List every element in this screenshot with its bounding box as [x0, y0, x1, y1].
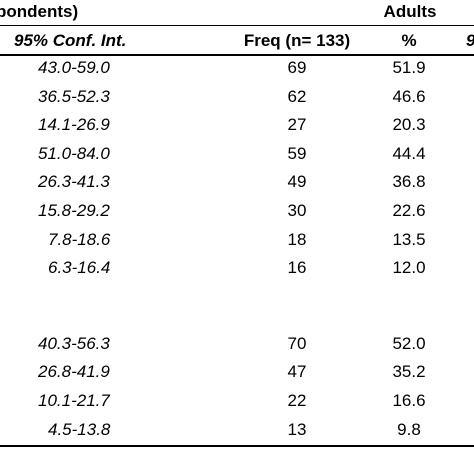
percent-cell: 20.3 [392, 115, 426, 134]
percent-cell: 51.9 [392, 58, 426, 77]
conf-int-header: 95% Conf. Int. [14, 31, 127, 50]
percent-cell: 16.6 [392, 391, 426, 410]
cut-column-header: 9 [466, 0, 474, 60]
conf-int-cell: 6.3-16.4 [48, 258, 111, 277]
conf-int-cell: 51.0-84.0 [38, 144, 110, 163]
freq-cell: 59 [287, 144, 307, 163]
percent-cell: 35.2 [392, 362, 426, 381]
freq-cell: 47 [287, 362, 307, 381]
conf-int-cell: 26.8-41.9 [38, 362, 110, 381]
conf-int-cell: 26.3-41.3 [38, 172, 110, 191]
freq-cell: 22 [287, 391, 307, 410]
percent-cell: 12.0 [392, 258, 426, 277]
header-bottom-rule [0, 54, 474, 56]
conf-int-cell: 4.5-13.8 [48, 420, 111, 439]
percent-cell: 13.5 [392, 230, 426, 249]
table-bottom-rule [0, 445, 474, 447]
freq-header: Freq (n= 133) [243, 31, 351, 50]
conf-int-cell: 40.3-56.3 [38, 334, 110, 353]
freq-cell: 27 [287, 115, 307, 134]
freq-cell: 16 [287, 258, 307, 277]
cut-column-label: 9 [466, 31, 474, 51]
freq-cell: 13 [287, 420, 307, 439]
percent-cell: 52.0 [392, 334, 426, 353]
percent-cell: 36.8 [392, 172, 426, 191]
percent-cell: 22.6 [392, 201, 426, 220]
conf-int-cell: 36.5-52.3 [38, 87, 110, 106]
freq-cell: 70 [287, 334, 307, 353]
conf-int-cell: 15.8-29.2 [38, 201, 110, 220]
freq-cell: 69 [287, 58, 307, 77]
freq-cell: 30 [287, 201, 307, 220]
percent-cell: 46.6 [392, 87, 426, 106]
freq-cell: 49 [287, 172, 307, 191]
conf-int-cell: 10.1-21.7 [38, 391, 110, 410]
percent-cell: 44.4 [392, 144, 426, 163]
percent-cell: 9.8 [397, 420, 421, 439]
conf-int-cell: 14.1-26.9 [38, 115, 110, 134]
freq-cell: 18 [287, 230, 307, 249]
conf-int-cell: 43.0-59.0 [38, 58, 110, 77]
respondents-header: pondents) [0, 2, 79, 21]
percent-header: % [401, 31, 417, 50]
freq-cell: 62 [287, 87, 307, 106]
adults-header: Adults [383, 2, 437, 21]
conf-int-cell: 7.8-18.6 [48, 230, 111, 249]
header-top-rule [0, 25, 474, 26]
